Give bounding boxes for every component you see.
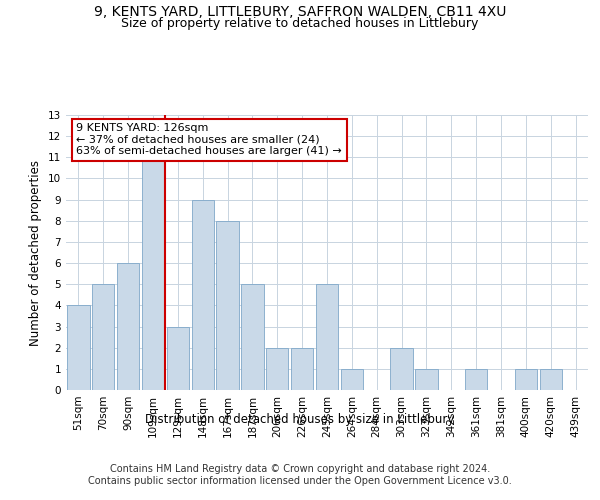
Bar (341, 369, 363, 390)
Bar (67, 306, 89, 390)
Text: 9 KENTS YARD: 126sqm
← 37% of detached houses are smaller (24)
63% of semi-detac: 9 KENTS YARD: 126sqm ← 37% of detached h… (76, 123, 342, 156)
Bar (415, 369, 437, 390)
Text: Contains public sector information licensed under the Open Government Licence v3: Contains public sector information licen… (88, 476, 512, 486)
Bar (515, 369, 537, 390)
Bar (92, 284, 115, 390)
Bar (391, 348, 413, 390)
Bar (217, 221, 239, 390)
Bar (291, 348, 313, 390)
Bar (142, 158, 164, 390)
Text: Contains HM Land Registry data © Crown copyright and database right 2024.: Contains HM Land Registry data © Crown c… (110, 464, 490, 474)
Bar (117, 263, 139, 390)
Bar (465, 369, 487, 390)
Y-axis label: Number of detached properties: Number of detached properties (29, 160, 43, 346)
Text: Distribution of detached houses by size in Littlebury: Distribution of detached houses by size … (145, 412, 455, 426)
Bar (266, 348, 289, 390)
Text: Size of property relative to detached houses in Littlebury: Size of property relative to detached ho… (121, 18, 479, 30)
Bar (191, 200, 214, 390)
Bar (539, 369, 562, 390)
Bar (316, 284, 338, 390)
Text: 9, KENTS YARD, LITTLEBURY, SAFFRON WALDEN, CB11 4XU: 9, KENTS YARD, LITTLEBURY, SAFFRON WALDE… (94, 5, 506, 19)
Bar (241, 284, 263, 390)
Bar (167, 326, 189, 390)
